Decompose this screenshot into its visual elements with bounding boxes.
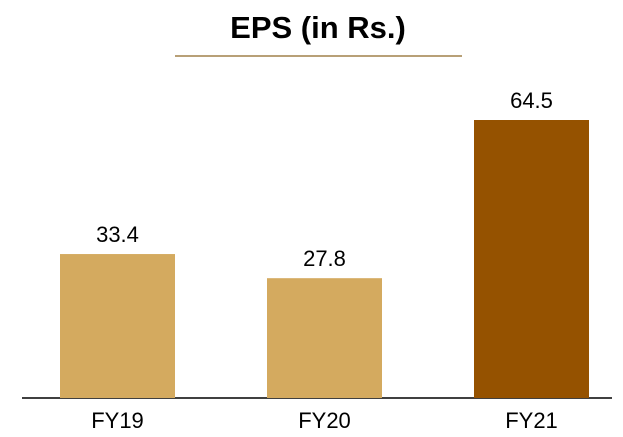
value-label: 27.8 <box>303 246 346 271</box>
x-tick-label: FY21 <box>505 408 558 433</box>
value-label: 33.4 <box>96 222 139 247</box>
value-label: 64.5 <box>510 88 553 113</box>
bar <box>267 278 382 398</box>
x-tick-label: FY20 <box>298 408 351 433</box>
bar <box>474 120 589 398</box>
bar <box>60 254 175 398</box>
chart-title: EPS (in Rs.) <box>230 10 406 45</box>
x-tick-label: FY19 <box>91 408 144 433</box>
